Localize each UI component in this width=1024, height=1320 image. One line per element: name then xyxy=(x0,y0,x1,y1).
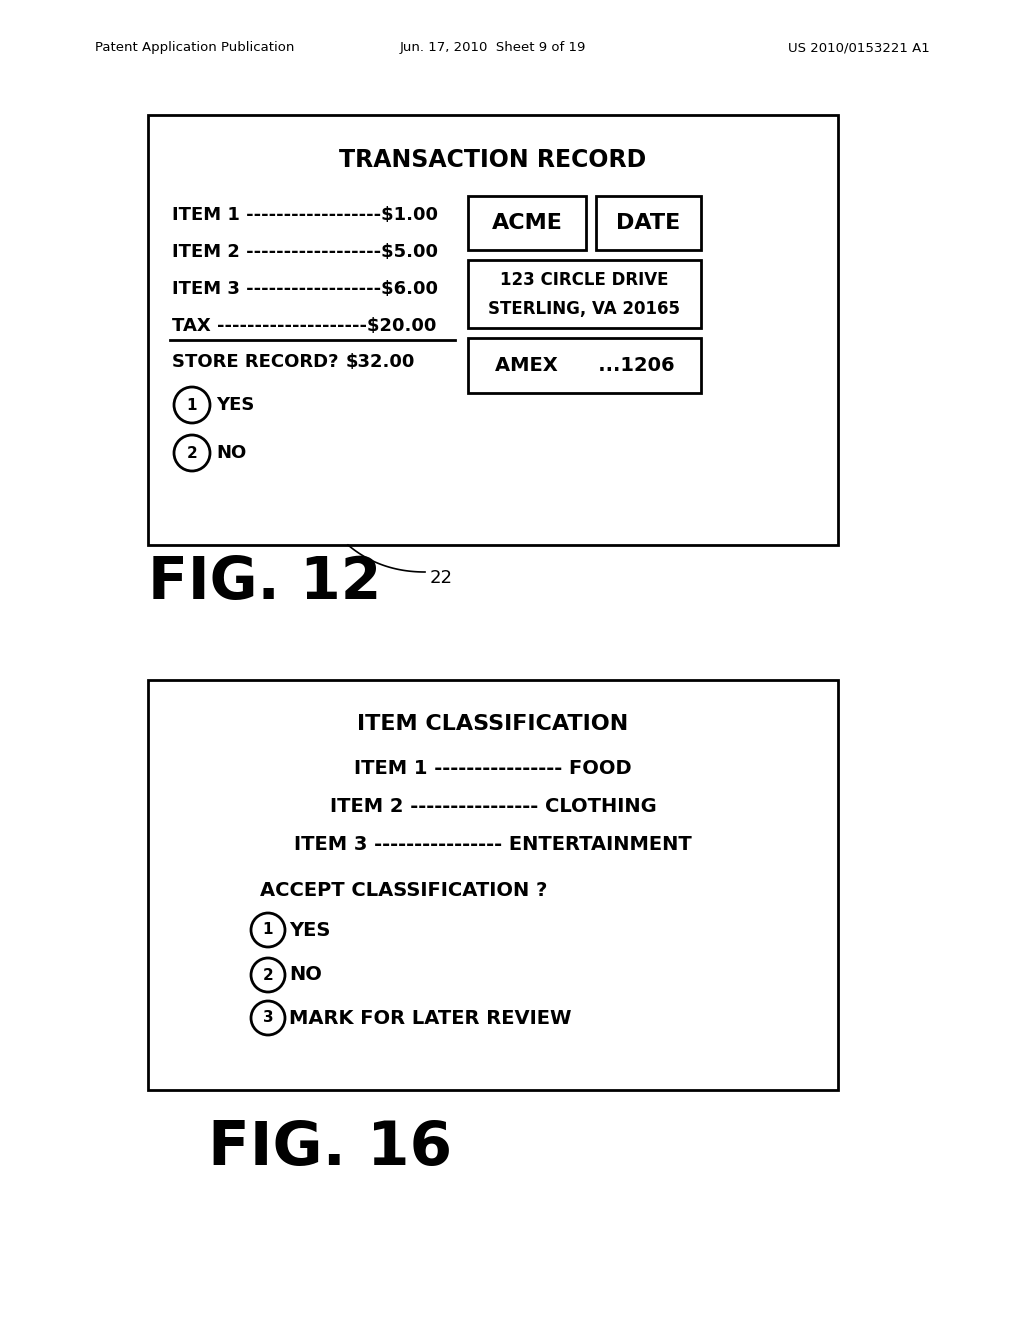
Text: 2: 2 xyxy=(186,446,198,461)
Text: ITEM 3 ---------------- ENTERTAINMENT: ITEM 3 ---------------- ENTERTAINMENT xyxy=(294,834,692,854)
Text: ITEM CLASSIFICATION: ITEM CLASSIFICATION xyxy=(357,714,629,734)
FancyBboxPatch shape xyxy=(468,338,701,393)
Text: NO: NO xyxy=(216,444,246,462)
Text: DATE: DATE xyxy=(616,213,681,234)
Text: FIG. 12: FIG. 12 xyxy=(148,553,381,610)
Text: ITEM 2 ---------------- CLOTHING: ITEM 2 ---------------- CLOTHING xyxy=(330,796,656,816)
Text: ACCEPT CLASSIFICATION ?: ACCEPT CLASSIFICATION ? xyxy=(260,880,548,899)
Text: STERLING, VA 20165: STERLING, VA 20165 xyxy=(488,300,681,318)
FancyBboxPatch shape xyxy=(468,260,701,327)
Text: $32.00: $32.00 xyxy=(345,352,415,371)
FancyBboxPatch shape xyxy=(148,680,838,1090)
Text: 1: 1 xyxy=(263,923,273,937)
FancyBboxPatch shape xyxy=(148,115,838,545)
Text: STORE RECORD?: STORE RECORD? xyxy=(172,352,339,371)
Text: 22: 22 xyxy=(430,569,453,587)
Text: ITEM 1 ---------------- FOOD: ITEM 1 ---------------- FOOD xyxy=(354,759,632,777)
Text: Jun. 17, 2010  Sheet 9 of 19: Jun. 17, 2010 Sheet 9 of 19 xyxy=(399,41,586,54)
Text: NO: NO xyxy=(289,965,322,985)
Text: ITEM 3 ------------------$6.00: ITEM 3 ------------------$6.00 xyxy=(172,280,438,298)
Text: Patent Application Publication: Patent Application Publication xyxy=(95,41,294,54)
Text: AMEX      ...1206: AMEX ...1206 xyxy=(495,356,675,375)
Text: MARK FOR LATER REVIEW: MARK FOR LATER REVIEW xyxy=(289,1008,571,1027)
Text: 123 CIRCLE DRIVE: 123 CIRCLE DRIVE xyxy=(501,272,669,289)
FancyBboxPatch shape xyxy=(596,195,701,249)
FancyBboxPatch shape xyxy=(468,195,586,249)
Text: YES: YES xyxy=(289,920,331,940)
Text: US 2010/0153221 A1: US 2010/0153221 A1 xyxy=(788,41,930,54)
Text: 3: 3 xyxy=(263,1011,273,1026)
Text: TAX --------------------$20.00: TAX --------------------$20.00 xyxy=(172,317,436,335)
Text: YES: YES xyxy=(216,396,254,414)
Text: FIG. 16: FIG. 16 xyxy=(208,1118,452,1177)
Text: ACME: ACME xyxy=(492,213,562,234)
Text: ITEM 1 ------------------$1.00: ITEM 1 ------------------$1.00 xyxy=(172,206,438,224)
Text: ITEM 2 ------------------$5.00: ITEM 2 ------------------$5.00 xyxy=(172,243,438,261)
Text: TRANSACTION RECORD: TRANSACTION RECORD xyxy=(339,148,646,172)
Text: 1: 1 xyxy=(186,397,198,412)
Text: 2: 2 xyxy=(262,968,273,982)
